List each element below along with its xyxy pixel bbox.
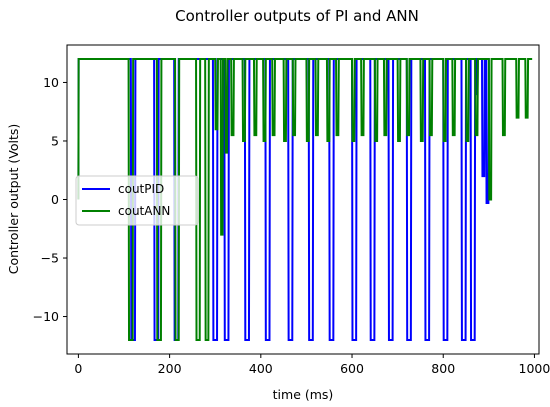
y-axis: −10 −5 0 5 10	[33, 75, 67, 324]
chart-title: Controller outputs of PI and ANN	[175, 7, 419, 25]
x-tick-label: 200	[158, 361, 182, 376]
legend-label-coutann: coutANN	[118, 204, 170, 218]
y-tick-label: −5	[41, 251, 59, 266]
legend: coutPID coutANN	[76, 176, 198, 225]
x-tick-label: 1000	[519, 361, 550, 376]
x-tick-label: 600	[340, 361, 364, 376]
y-tick-label: −10	[33, 309, 59, 324]
x-tick-label: 0	[74, 361, 82, 376]
y-tick-label: 5	[51, 133, 59, 148]
y-axis-label: Controller output (Volts)	[6, 124, 21, 275]
y-tick-label: 0	[51, 192, 59, 207]
x-tick-label: 800	[431, 361, 455, 376]
y-tick-label: 10	[43, 75, 59, 90]
x-axis-label: time (ms)	[273, 387, 334, 402]
legend-label-coutpid: coutPID	[118, 182, 164, 196]
x-axis: 0 200 400 600 800 1000	[74, 354, 550, 376]
x-tick-label: 400	[249, 361, 273, 376]
